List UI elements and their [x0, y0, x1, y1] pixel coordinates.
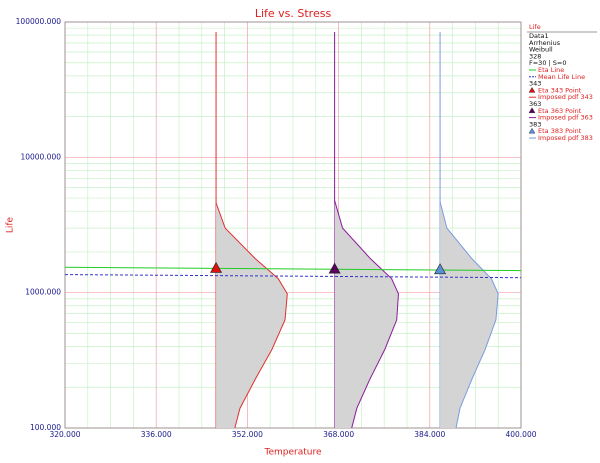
- x-tick-label: 384.000: [414, 430, 445, 439]
- legend-label: Imposed pdf 383: [538, 134, 593, 142]
- legend-label: Eta 363 Point: [538, 107, 582, 115]
- y-tick-label: 10000.000: [20, 152, 61, 161]
- x-tick-label: 336.000: [141, 430, 172, 439]
- y-tick-label: 100.000: [30, 423, 61, 432]
- legend-info: Weibull: [529, 46, 553, 54]
- y-axis-label: Life: [6, 216, 16, 233]
- x-tick-label: 320.000: [49, 430, 80, 439]
- legend-title: Life: [529, 23, 541, 31]
- pdf-fill: [334, 200, 399, 428]
- legend-group: 383: [529, 120, 541, 128]
- legend-group: 363: [529, 100, 541, 108]
- legend-label: Eta 383 Point: [538, 127, 582, 135]
- pdf-fill: [216, 202, 288, 428]
- legend-swatch: [528, 87, 536, 93]
- pdf-curve: [439, 201, 499, 429]
- eta-point: [210, 261, 223, 273]
- legend-swatch: [528, 127, 536, 134]
- plot-frame: [64, 21, 522, 429]
- x-tick-label: 352.000: [232, 430, 263, 439]
- legend-label: Imposed pdf 363: [538, 114, 593, 122]
- y-tick-label: 100000.000: [16, 17, 62, 26]
- pdf-curve: [334, 200, 399, 429]
- pdf-fill: [440, 201, 499, 428]
- legend-label: Eta Line: [538, 66, 564, 74]
- x-tick-label: 400.000: [505, 430, 536, 439]
- x-tick-label: 368.000: [323, 430, 354, 439]
- legend-group: 343: [529, 80, 541, 88]
- eta-point: [328, 262, 341, 274]
- eta-point: [434, 263, 447, 275]
- x-axis-label: Temperature: [263, 448, 321, 458]
- chart-title: Life vs. Stress: [255, 7, 332, 20]
- pdf-curve: [215, 202, 288, 429]
- legend-swatch: [528, 107, 536, 114]
- legend-info: Data1: [529, 32, 549, 40]
- life-line: [64, 266, 522, 272]
- legend-label: Eta 343 Point: [538, 86, 582, 94]
- y-tick-label: 1000.000: [25, 288, 61, 297]
- legend-info: F=30 | S=0: [529, 59, 567, 67]
- legend-label: Mean Life Line: [538, 73, 585, 81]
- life-line: [64, 274, 522, 279]
- legend-label: Imposed pdf 343: [538, 93, 593, 101]
- legend-info: 328: [529, 52, 541, 60]
- legend-info: Arrhenius: [529, 39, 561, 47]
